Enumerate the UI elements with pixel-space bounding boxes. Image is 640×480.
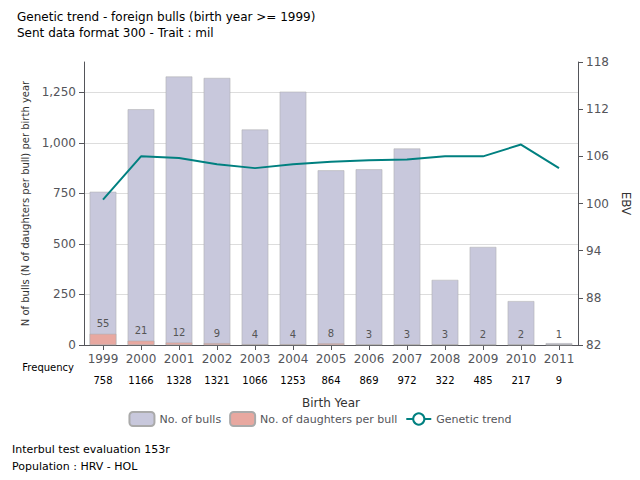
svg-text:82: 82 (586, 338, 601, 352)
svg-text:4: 4 (252, 329, 258, 340)
svg-text:112: 112 (586, 102, 609, 116)
svg-text:2005: 2005 (316, 352, 347, 366)
svg-text:2007: 2007 (392, 352, 423, 366)
svg-text:1166: 1166 (128, 375, 153, 386)
svg-text:3: 3 (366, 329, 372, 340)
svg-text:864: 864 (321, 375, 340, 386)
svg-text:N of bulls (N of daughters per: N of bulls (N of daughters per bull) per… (20, 80, 31, 326)
svg-text:12: 12 (173, 327, 186, 338)
svg-text:Genetic trend: Genetic trend (436, 413, 511, 426)
svg-text:2003: 2003 (240, 352, 271, 366)
svg-text:55: 55 (97, 318, 110, 329)
svg-text:972: 972 (397, 375, 416, 386)
svg-text:1328: 1328 (166, 375, 191, 386)
svg-text:2006: 2006 (354, 352, 385, 366)
svg-text:118: 118 (586, 55, 609, 69)
svg-text:1999: 1999 (88, 352, 119, 366)
svg-text:100: 100 (586, 197, 609, 211)
svg-text:3: 3 (442, 329, 448, 340)
svg-text:9: 9 (214, 328, 220, 339)
svg-text:1253: 1253 (280, 375, 305, 386)
svg-text:3: 3 (404, 329, 410, 340)
svg-text:Sent data format 300 - Trait :: Sent data format 300 - Trait : mil (17, 26, 214, 40)
svg-text:Population : HRV - HOL: Population : HRV - HOL (12, 460, 138, 473)
svg-text:1: 1 (556, 329, 562, 340)
svg-text:8: 8 (328, 328, 334, 339)
svg-text:No. of daughters per bull: No. of daughters per bull (260, 413, 397, 426)
svg-text:485: 485 (473, 375, 492, 386)
svg-text:1321: 1321 (204, 375, 229, 386)
svg-text:2001: 2001 (164, 352, 195, 366)
svg-text:Interbul test evaluation 153r: Interbul test evaluation 153r (12, 443, 170, 456)
svg-text:750: 750 (53, 186, 76, 200)
svg-text:500: 500 (53, 237, 76, 251)
svg-text:2008: 2008 (430, 352, 461, 366)
svg-text:EBV: EBV (619, 192, 633, 216)
svg-text:1,000: 1,000 (42, 136, 76, 150)
svg-text:250: 250 (53, 287, 76, 301)
svg-text:Frequency: Frequency (22, 362, 74, 373)
svg-text:94: 94 (586, 244, 601, 258)
svg-text:2009: 2009 (468, 352, 499, 366)
svg-text:9: 9 (556, 375, 562, 386)
svg-text:Genetic trend - foreign bulls: Genetic trend - foreign bulls (birth yea… (17, 10, 315, 24)
svg-text:0: 0 (68, 338, 76, 352)
svg-text:2: 2 (518, 329, 524, 340)
svg-text:2011: 2011 (544, 352, 575, 366)
svg-text:869: 869 (359, 375, 378, 386)
svg-text:88: 88 (586, 291, 601, 305)
svg-text:2004: 2004 (278, 352, 309, 366)
svg-text:2: 2 (480, 329, 486, 340)
svg-text:No. of bulls: No. of bulls (159, 413, 221, 426)
svg-text:2002: 2002 (202, 352, 233, 366)
svg-text:322: 322 (435, 375, 454, 386)
svg-text:2010: 2010 (506, 352, 537, 366)
svg-text:758: 758 (93, 375, 112, 386)
svg-text:2000: 2000 (126, 352, 157, 366)
svg-text:Birth Year: Birth Year (302, 396, 360, 410)
svg-text:106: 106 (586, 149, 609, 163)
svg-text:4: 4 (290, 329, 296, 340)
svg-text:1066: 1066 (242, 375, 267, 386)
svg-text:21: 21 (135, 325, 148, 336)
svg-text:1,250: 1,250 (42, 85, 76, 99)
svg-text:217: 217 (511, 375, 530, 386)
